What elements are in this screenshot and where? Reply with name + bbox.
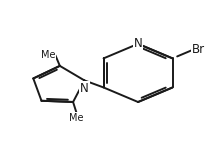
Text: Me: Me [69, 113, 84, 123]
Text: N: N [80, 82, 89, 95]
Text: Br: Br [192, 43, 205, 56]
Text: Me: Me [41, 50, 55, 60]
Text: N: N [134, 37, 142, 50]
